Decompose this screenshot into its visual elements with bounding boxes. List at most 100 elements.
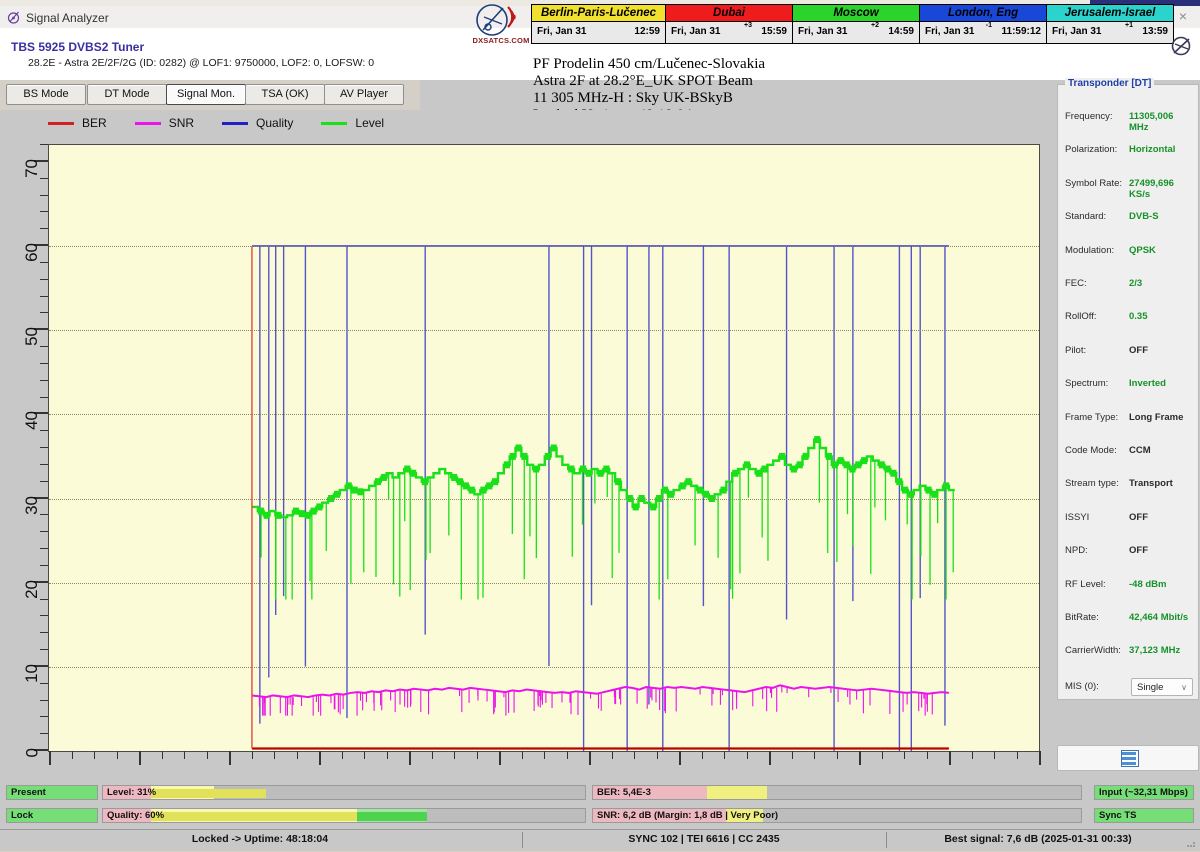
status-best-signal: Best signal: 7,6 dB (2025-01-31 00:33): [944, 833, 1132, 845]
clock-moscow[interactable]: Moscow Fri, Jan 31 +2 14:59: [793, 5, 920, 43]
level-block: [456, 478, 464, 486]
transponder-key: Spectrum:: [1065, 378, 1109, 390]
clock-time: 15:59: [761, 26, 787, 37]
clock-berlin-paris-lucenec[interactable]: Berlin-Paris-Lučenec Fri, Jan 31 12:59: [532, 5, 666, 43]
window-top-strip: [0, 0, 1200, 6]
tuner-subtitle: 28.2E - Astra 2E/2F/2G (ID: 0282) @ LOF1…: [28, 57, 375, 69]
y-axis-minor-tick: [40, 346, 48, 347]
y-axis: 0 10 20 30 40 50 60 70: [0, 144, 48, 757]
mis-select[interactable]: Single ∨: [1131, 678, 1193, 696]
y-axis-label: 30: [22, 495, 41, 515]
level-block: [720, 486, 727, 494]
y-axis-tick: [34, 159, 48, 162]
y-axis-label: 40: [22, 411, 41, 431]
transponder-key: RollOff:: [1065, 311, 1097, 323]
close-icon[interactable]: ×: [1178, 8, 1188, 24]
level-block: [632, 503, 639, 511]
x-axis-tick: [1016, 751, 1018, 759]
y-axis-tick: [34, 244, 48, 246]
legend-label-level: Level: [355, 116, 385, 130]
tab-av-player[interactable]: AV Player: [324, 84, 404, 105]
level-block: [843, 461, 850, 469]
transponder-row-streamtype: Stream type: Transport: [1065, 478, 1195, 492]
x-axis-tick: [836, 751, 838, 759]
x-axis-tick: [949, 751, 951, 765]
x-axis-tick: [161, 751, 163, 759]
transponder-value: 27499,696 KS/s: [1129, 177, 1174, 200]
clock-dubai[interactable]: Dubai Fri, Jan 31 +3 15:59: [666, 5, 793, 43]
level-block: [462, 482, 469, 490]
meter-ber: BER: 5,4E-3: [592, 785, 1082, 800]
meter-quality-label: Quality: 60%: [107, 810, 165, 821]
x-axis-tick: [656, 751, 658, 759]
level-block: [790, 465, 797, 473]
legend-item-quality[interactable]: Quality: [222, 116, 293, 130]
transponder-row-frametype: Frame Type: Long Frame: [1065, 412, 1195, 426]
transponder-row-polarization: Polarization: Horizontal: [1065, 144, 1195, 158]
grid-line: [49, 330, 1039, 332]
transponder-value: DVB-S: [1129, 211, 1159, 223]
y-axis-tick: [34, 664, 48, 667]
legend-item-level[interactable]: Level: [321, 116, 384, 130]
clock-date: Fri, Jan 31: [925, 26, 975, 37]
clock-jerusalem[interactable]: Jerusalem-Israel Fri, Jan 31 +1 13:59: [1047, 5, 1173, 43]
y-axis-minor-tick: [40, 682, 48, 684]
tab-signal-mon[interactable]: Signal Mon.: [166, 84, 246, 105]
resize-grip-icon[interactable]: [1185, 837, 1197, 849]
level-block: [550, 444, 557, 452]
legend-label-snr: SNR: [168, 116, 195, 130]
transponder-key: BitRate:: [1065, 612, 1099, 623]
meter-sync-label: Sync TS: [1099, 810, 1137, 821]
tab-bs-mode[interactable]: BS Mode: [6, 84, 86, 105]
clock-time: 12:59: [634, 26, 660, 37]
level-block: [310, 507, 317, 515]
x-axis-tick: [701, 751, 703, 759]
level-block: [316, 503, 323, 511]
transponder-key: Frequency:: [1065, 111, 1113, 122]
transponder-row-rflevel: RF Level: -48 dBm: [1065, 579, 1195, 593]
level-block: [907, 490, 915, 498]
x-axis-tick: [926, 751, 928, 759]
x-axis-tick: [499, 751, 501, 765]
tab-tsa[interactable]: TSA (OK): [245, 84, 325, 105]
clock-offset: +1: [1125, 22, 1133, 29]
export-table-button[interactable]: [1057, 745, 1199, 771]
level-block: [421, 478, 428, 486]
grid-line: [49, 414, 1039, 416]
level-block: [896, 478, 903, 486]
status-divider-1: [522, 832, 523, 848]
y-axis-minor-tick: [40, 211, 48, 213]
y-axis-minor-tick: [40, 564, 48, 566]
transponder-key: Pilot:: [1065, 344, 1087, 356]
legend-item-ber[interactable]: BER: [48, 116, 107, 130]
transponder-row-symbolrate: Symbol Rate: 27499,696 KS/s: [1065, 178, 1195, 200]
level-block: [351, 486, 358, 494]
level-block: [333, 490, 341, 498]
x-axis-tick: [251, 751, 253, 759]
transponder-key: Code Mode:: [1065, 445, 1117, 456]
x-axis-tick: [634, 751, 635, 759]
level-block: [275, 511, 282, 519]
x-axis-tick: [116, 751, 118, 759]
clock-name: Jerusalem-Israel: [1047, 5, 1173, 22]
grid-line: [49, 498, 1039, 500]
y-axis-label: 10: [22, 663, 41, 683]
legend-item-snr[interactable]: SNR: [134, 116, 195, 130]
y-axis-tick: [34, 580, 48, 583]
window-accent: [1090, 0, 1200, 6]
meter-snr-label: SNR: 6,2 dB (Margin: 1,8 dB | Very Poor): [597, 810, 779, 821]
y-axis-minor-tick: [40, 615, 48, 617]
x-axis-tick: [904, 751, 905, 759]
y-axis-minor-tick: [40, 463, 48, 465]
x-axis-tick: [341, 751, 343, 759]
clock-london[interactable]: London, Eng Fri, Jan 31 -1 11:59:12: [920, 5, 1047, 43]
meter-quality: Quality: 60%: [102, 808, 586, 823]
transponder-key: RF Level:: [1065, 578, 1106, 590]
clock-offset: -1: [985, 22, 992, 29]
signal-plot-area[interactable]: [48, 144, 1041, 765]
tab-dt-mode[interactable]: DT Mode: [87, 84, 167, 105]
legend-swatch-level: [321, 121, 348, 125]
level-block: [380, 473, 387, 481]
info-line-satellite: Astra 2F at 28.2°E_UK SPOT Beam: [533, 73, 753, 89]
x-axis-tick: [1039, 751, 1041, 765]
